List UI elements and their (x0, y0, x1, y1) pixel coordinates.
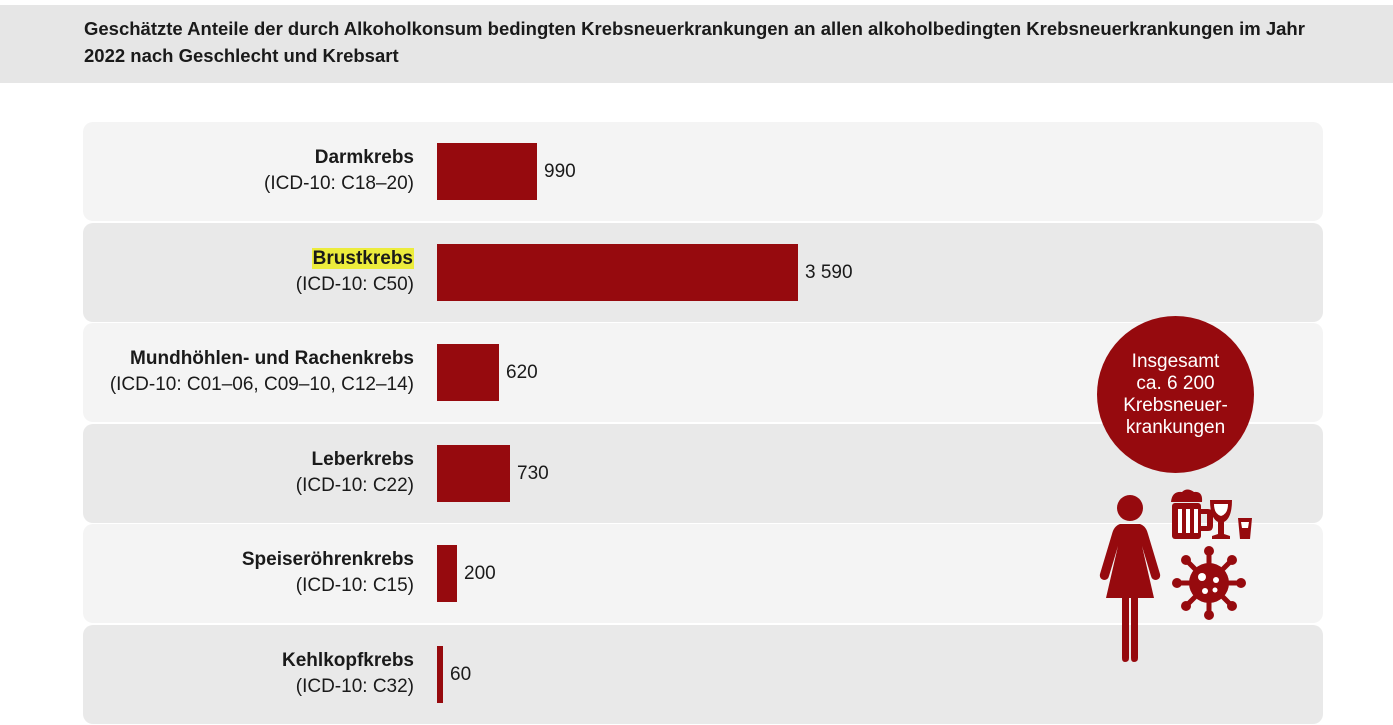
value-label: 200 (464, 563, 496, 584)
chart-row (83, 625, 1323, 724)
icd-code-label: (ICD-10: C22) (295, 475, 414, 496)
shot-glass-icon (1238, 518, 1252, 539)
category-label: Darmkrebs (314, 147, 414, 168)
title-band (0, 5, 1393, 83)
total-line-1: Insgesamt (1131, 350, 1220, 372)
chart-title: Geschätzte Anteile der durch Alkoholkons… (84, 18, 1305, 66)
icd-code-label: (ICD-10: C50) (295, 274, 414, 295)
icd-code-label: (ICD-10: C32) (295, 676, 414, 697)
total-line-3: Krebsneuer- (1123, 394, 1228, 416)
total-badge: Insgesamt ca. 6 200 Krebsneuer- krankung… (1097, 316, 1254, 473)
pictogram (1099, 489, 1252, 662)
icd-code-label: (ICD-10: C15) (295, 575, 414, 596)
bar (437, 344, 499, 401)
value-label: 990 (544, 161, 576, 182)
value-label: 620 (506, 362, 538, 383)
category-label: Leberkrebs (311, 449, 414, 470)
category-label: Mundhöhlen- und Rachenkrebs (130, 348, 414, 369)
beer-mug-icon (1171, 489, 1213, 539)
wine-glass-icon (1210, 500, 1232, 539)
chart-row (83, 122, 1323, 221)
value-label: 730 (517, 463, 549, 484)
category-label: Brustkrebs (311, 248, 414, 269)
bar (437, 646, 443, 703)
cancer-cell-icon (1172, 546, 1246, 620)
total-line-4: krankungen (1125, 416, 1226, 438)
value-label: 3 590 (805, 262, 853, 283)
total-line-2: ca. 6 200 (1136, 372, 1215, 394)
icd-code-label: (ICD-10: C01–06, C09–10, C12–14) (109, 374, 414, 395)
icd-code-label: (ICD-10: C18–20) (264, 173, 414, 194)
bar (437, 545, 457, 602)
bar (437, 143, 537, 200)
bar (437, 244, 798, 301)
bar (437, 445, 510, 502)
value-label: 60 (450, 664, 472, 685)
category-label: Kehlkopfkrebs (282, 650, 414, 671)
category-label: Speiseröhrenkrebs (241, 549, 414, 570)
woman-icon (1099, 495, 1161, 662)
